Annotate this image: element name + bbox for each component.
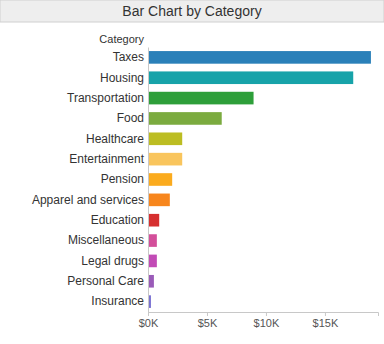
tick-label: Legal drugs [81, 254, 144, 268]
tick: Healthcare [86, 132, 148, 146]
bar [148, 173, 172, 186]
axis-line [149, 313, 379, 317]
tick-label: Food [117, 111, 144, 125]
tick: Pension [101, 172, 148, 186]
tick-label: Entertainment [69, 152, 144, 166]
bar [148, 92, 254, 105]
tick-mark [148, 312, 149, 316]
tick-label: Insurance [91, 294, 144, 308]
tick-label: Housing [100, 71, 144, 85]
bar [148, 255, 157, 268]
tick: Taxes [113, 50, 148, 64]
tick-mark [325, 312, 326, 316]
bar [148, 112, 222, 125]
tick: Miscellaneous [68, 233, 148, 247]
x-axis: $0K $5K $10K $15K [139, 312, 379, 329]
bars [148, 51, 371, 308]
plot: Taxes Housing Transportation Food Healthcare… [32, 48, 379, 329]
bar [148, 51, 371, 64]
bar [148, 214, 159, 227]
tick: $0K [139, 312, 159, 329]
tick: $5K [198, 312, 218, 329]
tick-label: $5K [198, 317, 218, 329]
tick-label: Taxes [113, 50, 144, 64]
bar [148, 153, 182, 166]
bar [148, 132, 182, 145]
tick-label: Education [91, 213, 144, 227]
tick: Legal drugs [81, 254, 148, 268]
tick-label: Healthcare [86, 132, 144, 146]
tick: Apparel and services [32, 193, 148, 207]
tick-label: Personal Care [67, 274, 144, 288]
tick-mark [207, 312, 208, 316]
tick-label: $15K [313, 317, 339, 329]
title-bar [0, 0, 384, 22]
tick-label: Transportation [67, 91, 144, 105]
tick-label: Pension [101, 172, 144, 186]
tick-label: $10K [254, 317, 280, 329]
tick: $10K [254, 312, 280, 329]
chart: Bar Chart by Category Category Taxes Housin… [0, 0, 384, 344]
tick: Personal Care [67, 274, 148, 288]
tick: $15K [313, 312, 339, 329]
tick: Insurance [91, 294, 148, 308]
tick: Transportation [67, 91, 148, 105]
tick: Housing [100, 71, 148, 85]
tick-label: Apparel and services [32, 193, 144, 207]
tick-mark [266, 312, 267, 316]
y-axis: Taxes Housing Transportation Food Healthcare… [32, 48, 149, 313]
tick: Entertainment [69, 152, 148, 166]
bar [148, 194, 170, 207]
tick-label: Miscellaneous [68, 233, 144, 247]
tick: Food [117, 111, 148, 125]
axis-title: Category [99, 33, 144, 45]
bar [148, 71, 353, 84]
tick: Education [91, 213, 148, 227]
tick-label: $0K [139, 317, 159, 329]
bar [148, 234, 157, 247]
title: Bar Chart by Category [122, 3, 261, 19]
axis-line [148, 48, 149, 313]
